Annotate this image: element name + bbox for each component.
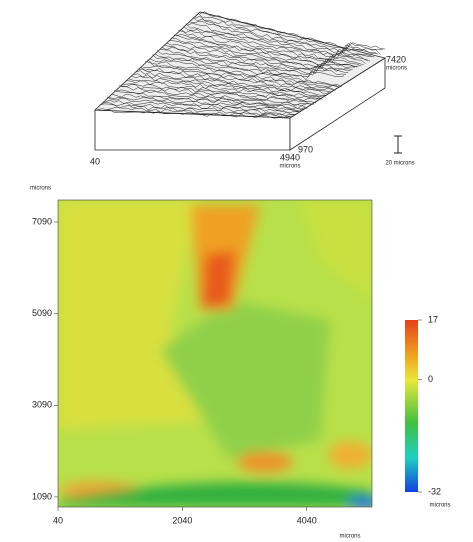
x-tick-label: 2040 (172, 515, 192, 525)
surface-unit: microns (386, 66, 407, 72)
colorbar (405, 320, 418, 492)
surface-y-max: 7420 (386, 54, 406, 64)
y-tick-label: 1090 (32, 491, 52, 501)
scale-bar-label: 20 microns (385, 161, 414, 167)
y-tick-label: 3090 (32, 400, 52, 410)
colorbar-tick-label: -32 (428, 486, 441, 496)
y-tick-label: 5090 (32, 308, 52, 318)
region (237, 452, 293, 472)
surface-unit: microns (279, 164, 300, 170)
region (202, 250, 235, 308)
surface-plot: 7420 microns 970 40 4940 microns 20 micr… (90, 12, 415, 170)
y-axis-unit: microns (30, 186, 51, 192)
heatmap-image (58, 200, 383, 509)
surface-x-min: 40 (90, 156, 100, 166)
x-tick-label: 40 (53, 515, 63, 525)
y-tick-label: 7090 (32, 216, 52, 226)
colorbar-unit: microns (429, 503, 450, 509)
figure: 7420 microns 970 40 4940 microns 20 micr… (0, 0, 473, 542)
region (328, 441, 372, 469)
surface-y-min: 970 (298, 144, 313, 154)
x-tick-label: 4040 (297, 515, 317, 525)
x-axis-unit: microns (339, 534, 360, 540)
surface-x-max: 4940 (280, 152, 300, 162)
colorbar-tick-label: 17 (428, 314, 438, 324)
colorbar-tick-label: 0 (428, 374, 433, 384)
